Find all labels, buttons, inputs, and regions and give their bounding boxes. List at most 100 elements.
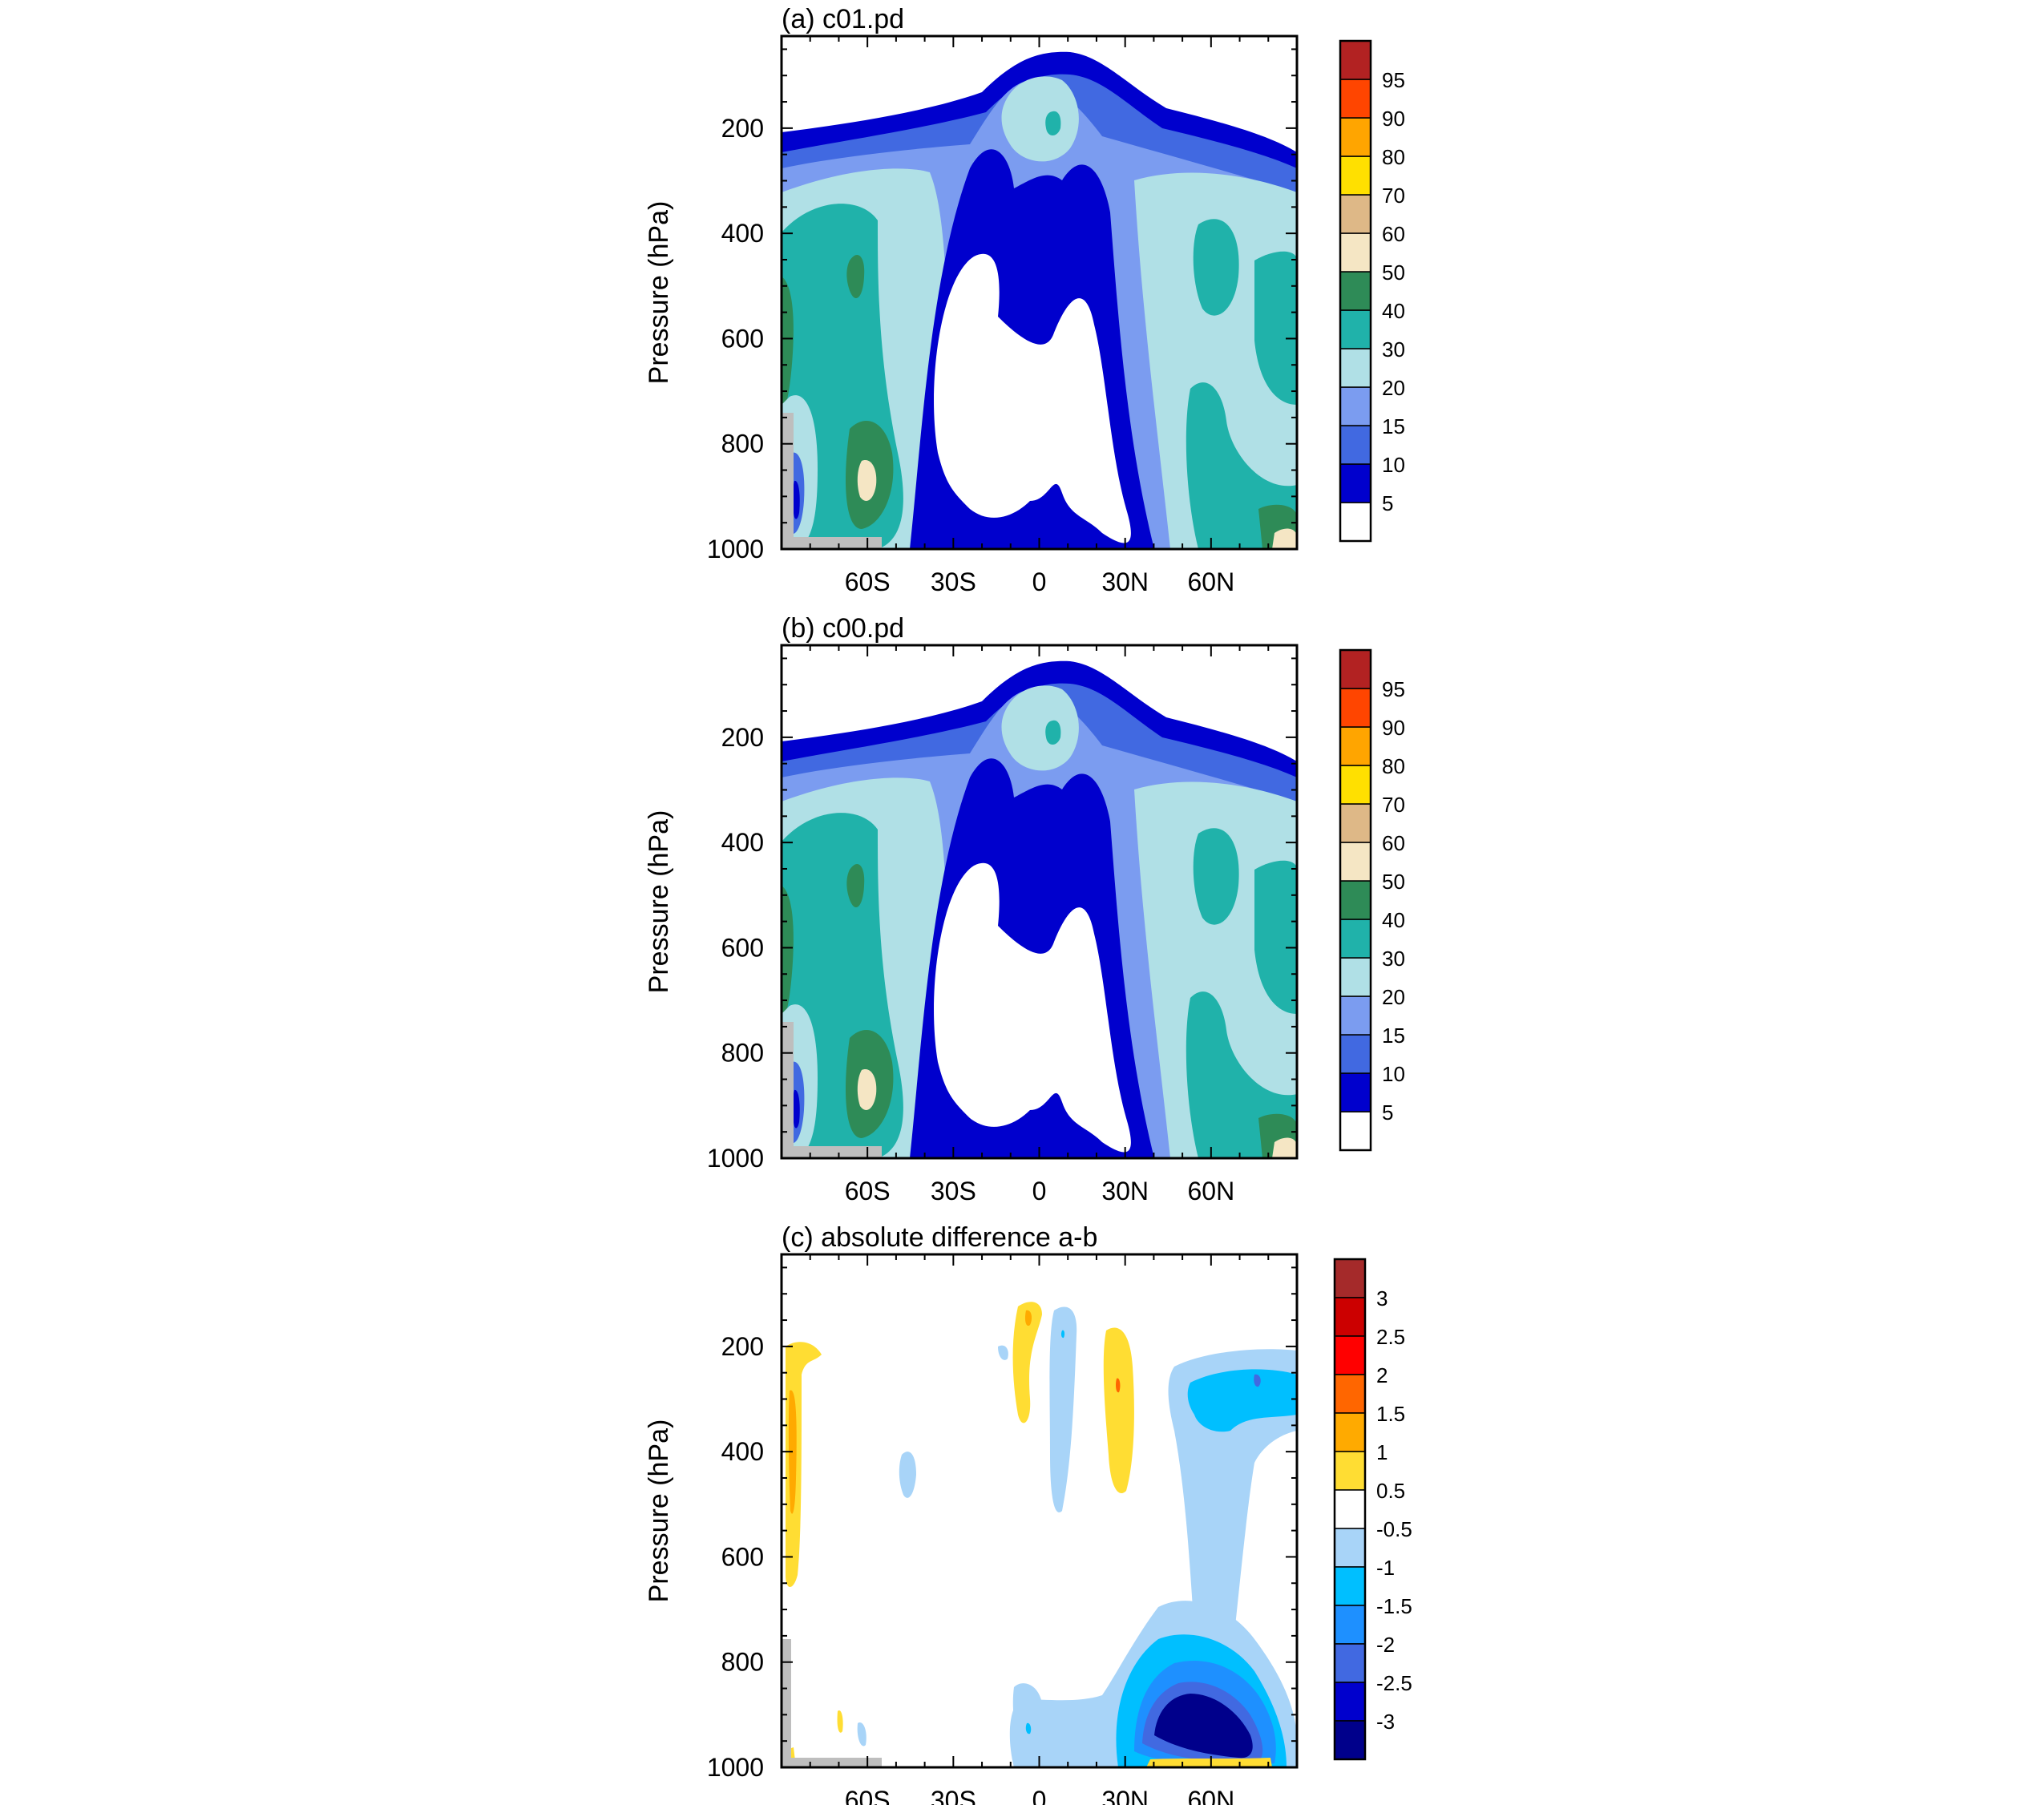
contour-30-top (1045, 111, 1061, 135)
neg-south-lower (857, 1722, 866, 1746)
pos-north-surface (1146, 1758, 1272, 1767)
colorbar-box (1339, 1034, 1371, 1074)
panel-a-y-axis: 200 400 600 800 1000 (707, 48, 1297, 563)
contour-40-sw (782, 886, 794, 1022)
colorbar-box (1339, 117, 1371, 157)
colorbar-label: 90 (1382, 107, 1405, 131)
x-tick-label: 60S (845, 1786, 891, 1805)
contour-40 (846, 863, 865, 908)
x-tick-label: 30S (931, 1177, 976, 1205)
x-tick-label: 60S (845, 1177, 891, 1205)
colorbar-box (1334, 1528, 1366, 1568)
y-tick-label: 600 (721, 324, 764, 353)
contour-20-top (1001, 685, 1079, 771)
colorbar-box (1339, 688, 1371, 728)
pos-30n-upper (1103, 1327, 1134, 1493)
colorbar-label: 70 (1382, 184, 1405, 208)
colorbar-box (1339, 155, 1371, 196)
panel-a-colorbar: 5 10 15 20 30 40 50 60 70 80 90 95 (1339, 39, 1405, 543)
colorbar-box (1334, 1489, 1366, 1529)
y-tick-label: 800 (721, 430, 764, 458)
panel-c-colorbar: 3 2.5 2 1.5 1 0.5 -0.5 -1 -1.5 -2 -2.5 -3 (1333, 1258, 1412, 1761)
colorbar-box (1334, 1605, 1366, 1645)
colorbar-label: 90 (1382, 716, 1405, 740)
colorbar-box (1339, 1072, 1371, 1112)
panel-b: (b) c00.pd (644, 613, 1405, 1205)
colorbar-label: -3 (1376, 1710, 1395, 1734)
panel-b-ylabel: Pressure (hPa) (644, 810, 674, 994)
colorbar-box (1339, 232, 1371, 273)
y-tick-label: 800 (721, 1648, 764, 1677)
y-tick-label: 1000 (707, 535, 764, 563)
contour-30-north (1193, 219, 1239, 316)
contour-20-top (1001, 76, 1079, 162)
pos-south-lower (837, 1710, 843, 1733)
panel-a-ylabel: Pressure (hPa) (644, 201, 674, 385)
colorbar-label: 10 (1382, 1062, 1405, 1086)
x-tick-label: 30S (931, 567, 976, 596)
neg-north-upper-core (1254, 1374, 1261, 1387)
colorbar-label: 2 (1376, 1363, 1388, 1387)
y-tick-label: 200 (721, 114, 764, 143)
x-tick-label: 60N (1187, 1786, 1234, 1805)
colorbar-box (1334, 1335, 1366, 1375)
colorbar-box (1339, 271, 1371, 311)
colorbar-label: 15 (1382, 1024, 1405, 1048)
colorbar-box (1334, 1297, 1366, 1337)
x-tick-label: 30N (1101, 1177, 1149, 1205)
colorbar-box (1339, 1111, 1371, 1151)
y-tick-label: 1000 (707, 1144, 764, 1173)
colorbar-label: 1.5 (1376, 1402, 1405, 1426)
x-tick-label: 30N (1101, 1786, 1149, 1805)
colorbar-box (1339, 842, 1371, 882)
colorbar-label: 5 (1382, 1100, 1393, 1125)
contour-50-south (857, 1069, 877, 1110)
x-tick-label: 0 (1032, 1177, 1047, 1205)
colorbar-label: 95 (1382, 677, 1405, 701)
colorbar-box (1334, 1720, 1366, 1760)
colorbar-box (1339, 425, 1371, 465)
colorbar-box (1339, 765, 1371, 805)
y-tick-label: 600 (721, 933, 764, 962)
colorbar-box (1334, 1451, 1366, 1491)
colorbar-box (1339, 880, 1371, 920)
x-tick-label: 30N (1101, 567, 1149, 596)
panel-c-y-axis: 200 400 600 800 1000 (707, 1266, 1297, 1782)
colorbar-label: -1 (1376, 1556, 1395, 1580)
colorbar-box (1339, 194, 1371, 234)
contour-60-north (1272, 1137, 1297, 1158)
x-tick-label: 0 (1032, 1786, 1047, 1805)
colorbar-box (1339, 40, 1371, 80)
neg-tropical-band-a (1049, 1306, 1077, 1512)
colorbar-label: -1.5 (1376, 1594, 1412, 1618)
contour-30-top (1045, 720, 1061, 745)
colorbar-box (1334, 1412, 1366, 1452)
contour-60-north (1272, 528, 1297, 549)
colorbar-box (1339, 726, 1371, 766)
colorbar-label: -0.5 (1376, 1517, 1412, 1541)
colorbar-label: 80 (1382, 145, 1405, 169)
colorbar-label: 95 (1382, 68, 1405, 92)
y-tick-label: 200 (721, 723, 764, 752)
panel-c-plot (782, 1254, 1297, 1767)
colorbar-box (1339, 649, 1371, 689)
colorbar-box (1339, 919, 1371, 959)
y-tick-label: 1000 (707, 1753, 764, 1782)
panel-a-x-axis: 60S 30S 0 30N 60N (809, 36, 1270, 596)
panel-b-y-axis: 200 400 600 800 1000 (707, 657, 1297, 1173)
colorbar-label: 70 (1382, 793, 1405, 817)
colorbar-box (1339, 463, 1371, 503)
x-tick-label: 30S (931, 1786, 976, 1805)
colorbar-label: 15 (1382, 414, 1405, 438)
contour-40 (846, 254, 865, 299)
panel-c-ylabel: Pressure (hPa) (644, 1419, 674, 1603)
colorbar-box (1339, 803, 1371, 843)
colorbar-label: 50 (1382, 260, 1405, 285)
surface-mask-b (782, 1758, 882, 1767)
surface-mask-b (782, 1146, 882, 1158)
colorbar-label: 5 (1382, 491, 1393, 515)
surface-mask (782, 1022, 794, 1158)
colorbar-box (1334, 1374, 1366, 1414)
colorbar-frame (1339, 39, 1372, 543)
